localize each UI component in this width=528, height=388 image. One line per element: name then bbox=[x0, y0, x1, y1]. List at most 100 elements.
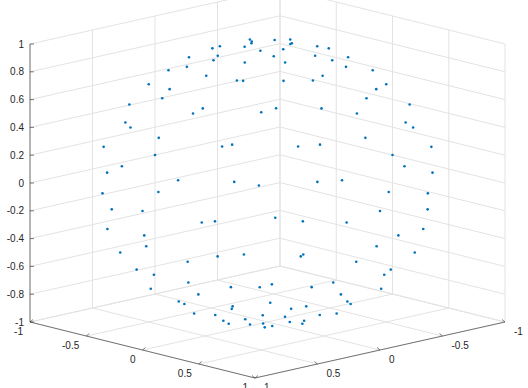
point bbox=[318, 314, 321, 317]
z-tick-label: 0.2 bbox=[10, 150, 24, 161]
grid-line bbox=[280, 71, 505, 127]
point bbox=[345, 221, 348, 224]
point bbox=[413, 251, 416, 254]
tick bbox=[30, 44, 34, 45]
point bbox=[321, 74, 324, 77]
point bbox=[259, 49, 262, 52]
point bbox=[177, 300, 180, 303]
point bbox=[214, 314, 217, 317]
point bbox=[231, 305, 234, 308]
grid-line bbox=[30, 0, 280, 44]
point bbox=[244, 318, 247, 321]
axis-line bbox=[30, 322, 255, 378]
grid bbox=[30, 0, 505, 378]
point bbox=[236, 79, 239, 82]
point bbox=[271, 325, 274, 328]
grid-line bbox=[30, 16, 280, 72]
point bbox=[216, 54, 219, 57]
point bbox=[403, 165, 406, 168]
point bbox=[110, 208, 113, 211]
point bbox=[345, 66, 348, 69]
point bbox=[274, 216, 277, 219]
point bbox=[187, 281, 190, 284]
point bbox=[147, 83, 150, 86]
point bbox=[153, 273, 156, 276]
z-tick-label: 0.4 bbox=[10, 122, 24, 133]
point bbox=[389, 268, 392, 271]
x-tick-label: -0.5 bbox=[62, 340, 80, 351]
point bbox=[271, 283, 274, 286]
grid-line bbox=[30, 210, 280, 266]
point bbox=[282, 80, 285, 83]
point bbox=[312, 79, 315, 82]
point bbox=[129, 126, 132, 129]
point bbox=[371, 69, 374, 72]
tick bbox=[315, 362, 318, 365]
point bbox=[212, 59, 215, 62]
point bbox=[303, 319, 306, 322]
point bbox=[102, 146, 105, 149]
point bbox=[106, 228, 109, 231]
point bbox=[288, 321, 291, 324]
tick bbox=[252, 376, 255, 379]
point bbox=[320, 107, 323, 110]
y-tick-label: 1 bbox=[264, 382, 270, 388]
point bbox=[221, 145, 224, 148]
grid-line bbox=[155, 16, 156, 294]
point bbox=[145, 245, 148, 248]
point bbox=[408, 103, 411, 106]
z-tick-label: -0.6 bbox=[7, 261, 25, 272]
point bbox=[222, 319, 225, 322]
point bbox=[346, 300, 349, 303]
point bbox=[121, 165, 124, 168]
tick bbox=[255, 376, 258, 379]
point bbox=[314, 54, 317, 57]
point bbox=[219, 45, 222, 48]
point bbox=[227, 322, 230, 325]
point bbox=[205, 74, 208, 77]
point bbox=[211, 47, 214, 50]
grid-line bbox=[280, 0, 505, 44]
point bbox=[282, 48, 285, 51]
point bbox=[154, 154, 157, 157]
point bbox=[316, 181, 319, 184]
point bbox=[331, 59, 334, 62]
grid-line bbox=[280, 44, 505, 100]
point bbox=[383, 273, 386, 276]
point bbox=[261, 314, 264, 317]
point bbox=[168, 88, 171, 91]
axes: -1-0.500.51-1-0.500.51-1-0.8-0.6-0.4-0.2… bbox=[7, 39, 524, 388]
grid-line bbox=[155, 294, 380, 350]
point bbox=[272, 55, 275, 58]
point bbox=[356, 112, 359, 115]
point bbox=[375, 88, 378, 91]
point bbox=[249, 323, 252, 326]
point bbox=[124, 121, 127, 124]
point bbox=[364, 137, 367, 140]
point bbox=[106, 171, 109, 174]
point bbox=[230, 286, 233, 289]
grid-line bbox=[218, 280, 443, 336]
z-tick-label: 0.6 bbox=[10, 94, 24, 105]
grid-line bbox=[280, 238, 505, 294]
point bbox=[291, 42, 294, 45]
tick bbox=[30, 155, 34, 156]
point bbox=[387, 191, 390, 194]
grid-line bbox=[30, 183, 280, 239]
points bbox=[101, 38, 434, 329]
z-tick-label: -1 bbox=[15, 317, 24, 328]
point bbox=[269, 301, 272, 304]
point bbox=[327, 47, 330, 50]
point bbox=[192, 112, 195, 115]
point bbox=[242, 80, 245, 83]
point bbox=[341, 179, 344, 182]
point bbox=[177, 179, 180, 182]
grid-line bbox=[30, 127, 280, 183]
point bbox=[391, 154, 394, 157]
point bbox=[161, 97, 164, 100]
tick bbox=[30, 238, 34, 239]
grid-line bbox=[280, 0, 281, 266]
point bbox=[375, 245, 378, 248]
tick bbox=[30, 183, 34, 184]
point bbox=[216, 255, 219, 258]
